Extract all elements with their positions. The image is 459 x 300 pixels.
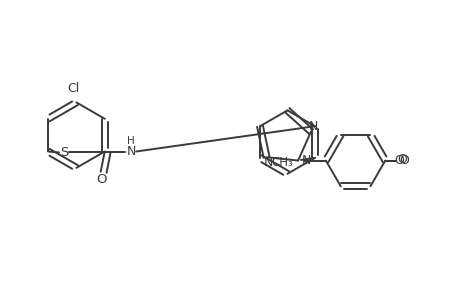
Text: H: H	[127, 136, 135, 146]
Text: CH₃: CH₃	[271, 156, 292, 170]
Text: O: O	[393, 154, 403, 167]
Text: N: N	[301, 154, 310, 167]
Text: O: O	[96, 173, 106, 186]
Text: N: N	[308, 120, 317, 133]
Text: O: O	[396, 153, 406, 166]
Text: N: N	[126, 145, 136, 158]
Text: Cl: Cl	[67, 82, 79, 94]
Text: S: S	[60, 146, 68, 159]
Text: O: O	[398, 154, 408, 167]
Text: N: N	[263, 156, 273, 169]
